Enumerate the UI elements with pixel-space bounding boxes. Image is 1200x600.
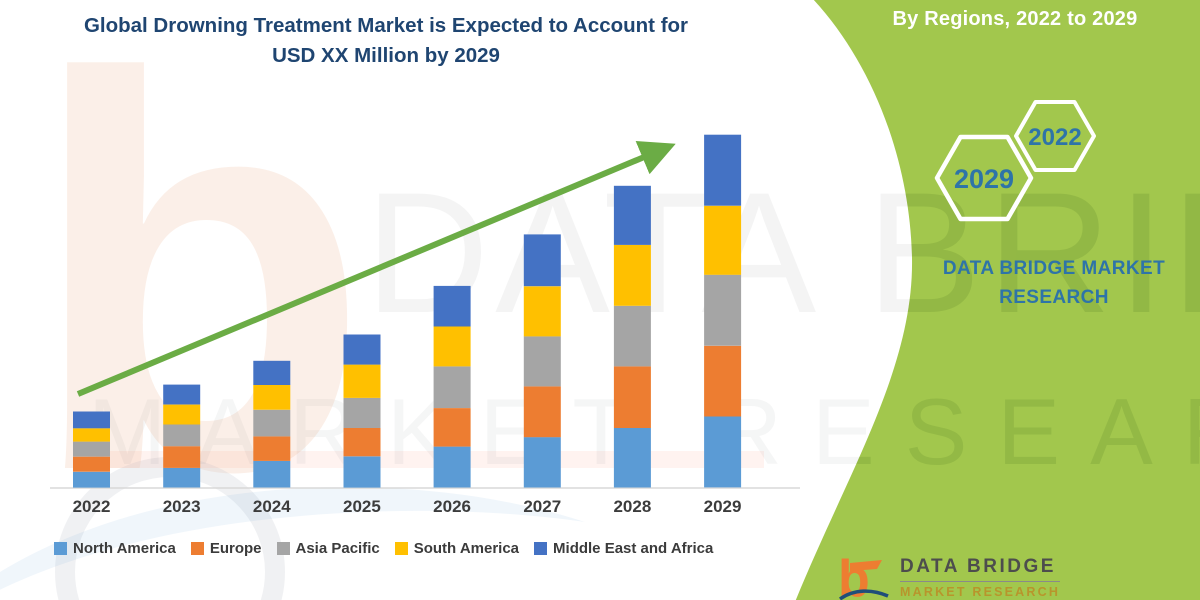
bar-segment-2022-asia-pacific [73,441,110,457]
x-axis-label-2022: 2022 [72,497,111,516]
bar-segment-2025-asia-pacific [343,397,381,428]
bar-segment-2029-south-america [704,205,742,275]
brand-text-line-2: RESEARCH [999,287,1109,308]
bar-segment-2022-europe [73,456,110,472]
bar-segment-2023-europe [163,446,201,468]
bar-segment-2024-north-america [253,460,291,488]
bar-segment-2023-north-america [163,467,201,488]
bar-segment-2028-south-america [613,244,651,306]
legend-label: North America [73,540,176,557]
legend-swatch-icon [394,542,408,555]
x-axis-label-2026: 2026 [433,497,471,516]
bar-segment-2026-middle-east-and-africa [433,285,471,327]
watermark-pink-band [88,451,764,468]
bar-segment-2028-asia-pacific [613,305,651,367]
footer-logo-b-icon: b [838,556,889,600]
bar-segment-2027-europe [523,386,561,438]
footer-text: DATA BRIDGE MARKET RESEARCH [900,556,1061,599]
legend-item-middle-east-and-africa: Middle East and Africa [534,540,713,557]
bar-segment-2025-north-america [343,456,381,488]
watermark-tagline-text-on-panel: MARKET RESEARCH [88,379,1200,484]
legend-label: Europe [209,540,262,557]
x-axis-label-2025: 2025 [343,497,381,516]
bar-segment-2025-middle-east-and-africa [343,334,381,365]
legend-item-south-america: South America [394,540,520,557]
legend-swatch-icon [54,542,67,555]
trend-arrow-icon [76,141,676,397]
bar-segment-2028-north-america [613,428,651,488]
hexagon-2022-icon [1014,100,1096,172]
footer-brand: DATA BRIDGE [900,556,1061,582]
chart-legend: North America Europe Asia Pacific South Ame… [54,540,713,557]
legend-item-north-america: North America [54,540,176,557]
bar-segment-2025-south-america [343,364,381,398]
bar-segment-2023-south-america [163,404,201,425]
bar-segment-2024-middle-east-and-africa [253,360,291,385]
hexagon-2022-label: 2022 [1028,124,1081,151]
page-title-line-1: Global Drowning Treatment Market is Expe… [83,14,689,37]
bar-segment-2029-europe [704,345,742,417]
bar-segment-2022-middle-east-and-africa [73,411,110,429]
bar-segment-2026-europe [433,408,471,447]
bar-segment-2026-asia-pacific [433,366,471,408]
bar-segment-2027-middle-east-and-africa [523,234,561,287]
legend-swatch-icon [190,542,204,555]
footer-logo: b DATA BRIDGE MARKET RESEARCH [836,556,1061,600]
panel-heading: By Regions, 2022 to 2029 [892,8,1138,30]
x-axis-label-2024: 2024 [252,497,291,516]
legend-label: South America [413,540,520,557]
hexagon-2029-icon [934,134,1034,222]
bar-segment-2029-asia-pacific [704,274,742,346]
bar-segment-2027-asia-pacific [523,336,561,387]
bar-segment-2024-south-america [253,384,291,410]
bar-segment-2028-middle-east-and-africa [613,185,651,245]
bar-segment-2023-asia-pacific [163,424,201,447]
page-title: Global Drowning Treatment Market is Expe… [40,11,732,71]
bar-segment-2029-north-america [704,416,742,488]
x-axis-label-2027: 2027 [523,497,562,516]
legend-label: Asia Pacific [295,540,380,557]
bar-segment-2026-south-america [433,326,471,367]
hexagon-2029-label: 2029 [954,164,1014,194]
x-axis-label-2029: 2029 [703,497,742,516]
bar-segment-2026-north-america [433,446,471,488]
watermark-tagline-text: MARKET RESEARCH [88,379,1200,484]
legend-item-europe: Europe [190,540,262,557]
bar-segment-2022-north-america [73,471,110,488]
x-axis-label-2023: 2023 [162,497,201,516]
bars-group [73,134,742,488]
footer-tagline: MARKET RESEARCH [900,585,1061,599]
brand-text-line-1: DATA BRIDGE MARKET [942,258,1166,279]
x-axis-label-2028: 2028 [613,497,652,516]
bar-segment-2025-europe [343,428,381,457]
legend-swatch-icon [276,542,290,555]
watermark-brand-text: DATA BRIDGE [365,157,1200,349]
bar-segment-2029-middle-east-and-africa [704,134,742,206]
bar-segment-2024-asia-pacific [253,409,291,437]
bar-segment-2027-north-america [523,437,561,488]
bar-segment-2022-south-america [73,428,110,442]
bar-segment-2027-south-america [523,286,561,337]
bar-segment-2028-europe [613,366,651,428]
watermark-letter-b-icon: b [28,0,370,587]
bar-segment-2023-middle-east-and-africa [163,384,201,405]
bar-segment-2024-europe [253,436,291,461]
brand-text: DATA BRIDGE MARKET RESEARCH [930,254,1178,312]
page-title-line-2: USD XX Million by 2029 [272,44,500,67]
watermark-brand-text-on-panel: DATA BRIDGE [365,157,1200,349]
legend-item-asia-pacific: Asia Pacific [276,540,380,557]
legend-label: Middle East and Africa [553,540,714,557]
legend-swatch-icon [534,542,548,555]
watermark-ring-icon [55,457,285,600]
